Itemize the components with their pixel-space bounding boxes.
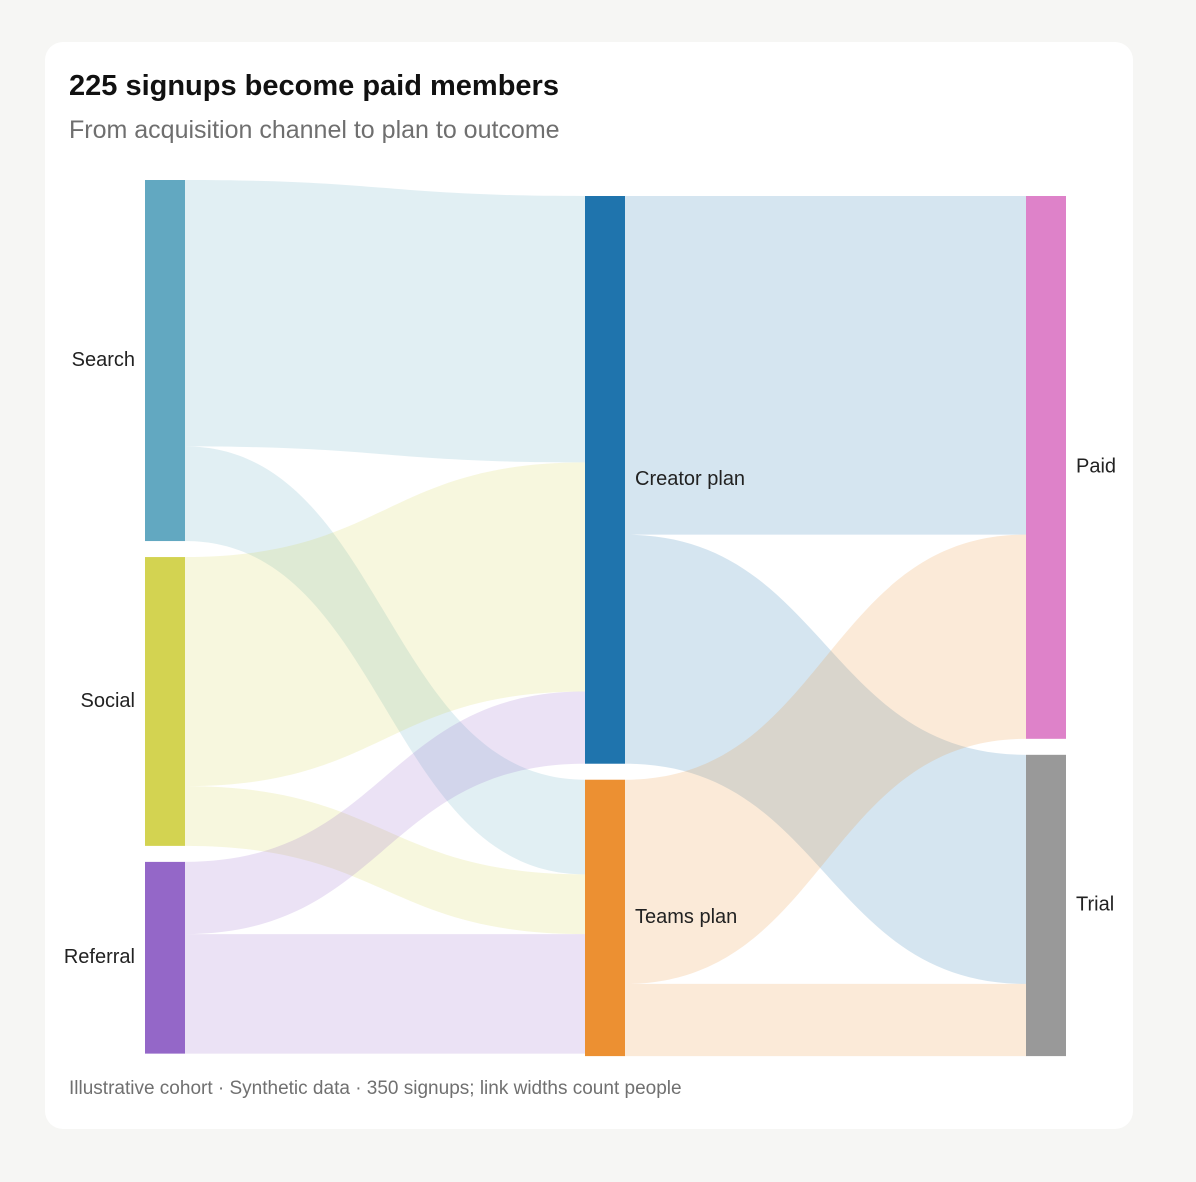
link-referral-to-teams xyxy=(185,934,585,1054)
link-creator-to-trial xyxy=(625,534,1026,984)
node-paid xyxy=(1026,196,1066,739)
node-label-referral: Referral xyxy=(64,946,135,968)
node-label-trial: Trial xyxy=(1076,894,1114,916)
links-layer xyxy=(185,180,1026,1057)
node-label-social: Social xyxy=(81,690,135,712)
node-teams xyxy=(585,779,625,1057)
link-search-to-creator xyxy=(185,180,585,463)
node-trial xyxy=(1026,754,1066,1057)
node-label-paid: Paid xyxy=(1076,456,1116,478)
labels-layer: Search Social Referral Creator plan Teams pl… xyxy=(64,349,1116,968)
node-label-search: Search xyxy=(72,349,135,371)
node-social xyxy=(145,557,185,846)
link-referral-to-creator xyxy=(185,691,585,935)
link-teams-to-trial xyxy=(625,983,1026,1057)
node-label-creator: Creator plan xyxy=(635,468,745,490)
node-search xyxy=(145,180,185,542)
node-label-teams: Teams plan xyxy=(635,906,737,928)
node-creator xyxy=(585,196,625,764)
node-referral xyxy=(145,861,185,1054)
link-search-to-teams xyxy=(185,446,585,875)
link-creator-to-paid xyxy=(625,196,1026,535)
sankey-diagram: Search Social Referral Creator plan Teams pl… xyxy=(64,180,1116,1057)
link-social-to-creator xyxy=(185,462,585,787)
nodes-layer xyxy=(145,180,1066,1057)
chart-card: 225 signups become paid members From acq… xyxy=(45,42,1133,1129)
chart-footnote: Illustrative cohort · Synthetic data · 3… xyxy=(69,1078,682,1099)
link-teams-to-paid xyxy=(625,534,1026,984)
chart-title: 225 signups become paid members xyxy=(69,70,559,102)
link-social-to-teams xyxy=(185,786,585,935)
chart-subtitle: From acquisition channel to plan to outc… xyxy=(69,116,560,144)
